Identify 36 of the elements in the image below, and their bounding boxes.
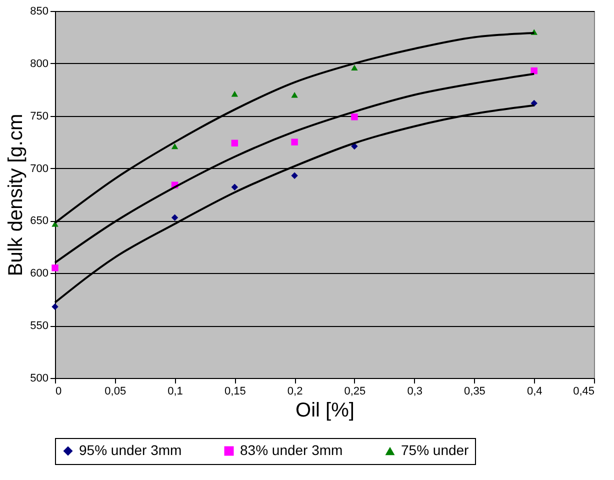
- point: [231, 140, 238, 146]
- y-tick-label: 550: [30, 320, 48, 332]
- point: [291, 92, 298, 98]
- point: [231, 184, 238, 191]
- point: [351, 114, 358, 120]
- x-tick-label: 0,35: [464, 386, 486, 398]
- y-tick-label: 700: [30, 162, 48, 175]
- x-tick-label: 0,15: [224, 386, 246, 398]
- y-tick-label: 800: [30, 58, 48, 70]
- y-axis-title: Bulk density [g.cm: [5, 114, 28, 276]
- point: [291, 172, 298, 179]
- y-tick-label: 750: [30, 110, 48, 122]
- y-tick-label: 650: [30, 215, 48, 228]
- point: [351, 64, 358, 71]
- x-tick-label: 0,1: [168, 386, 183, 398]
- x-tick-label: 0,3: [407, 386, 422, 398]
- legend-label: 75% under: [401, 442, 470, 458]
- x-tick-label: 0,05: [104, 386, 126, 398]
- legend-label: 95% under 3mm: [79, 442, 182, 458]
- point: [52, 264, 58, 272]
- x-tick-label: 0,4: [526, 386, 542, 398]
- point: [231, 90, 238, 97]
- x-tick-label: 0,45: [573, 386, 594, 398]
- y-tick-label: 850: [30, 6, 48, 18]
- point: [52, 303, 58, 310]
- point: [351, 142, 358, 150]
- x-tick-label: 0,25: [344, 386, 366, 398]
- y-tick-label: 500: [30, 372, 48, 384]
- x-tick-label: 0,2: [287, 386, 303, 398]
- y-tick-label: 600: [30, 268, 48, 280]
- legend-label: 83% under 3mm: [240, 442, 343, 458]
- point: [171, 214, 178, 221]
- point: [171, 143, 178, 150]
- x-tick-label: 0: [56, 386, 62, 398]
- point: [291, 138, 298, 146]
- x-axis-title: Oil [%]: [296, 400, 354, 422]
